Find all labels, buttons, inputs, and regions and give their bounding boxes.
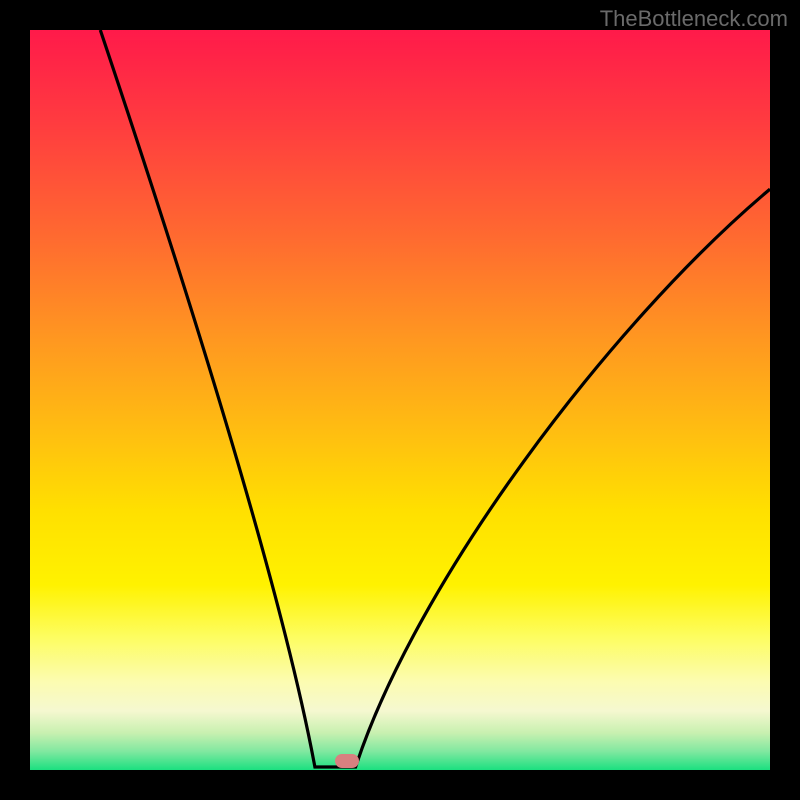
optimal-marker [335,754,359,768]
chart-container: TheBottleneck.com [0,0,800,800]
bottleneck-curve [30,30,770,770]
watermark-text: TheBottleneck.com [600,6,788,32]
curve-path [100,30,770,767]
plot-area [30,30,770,770]
